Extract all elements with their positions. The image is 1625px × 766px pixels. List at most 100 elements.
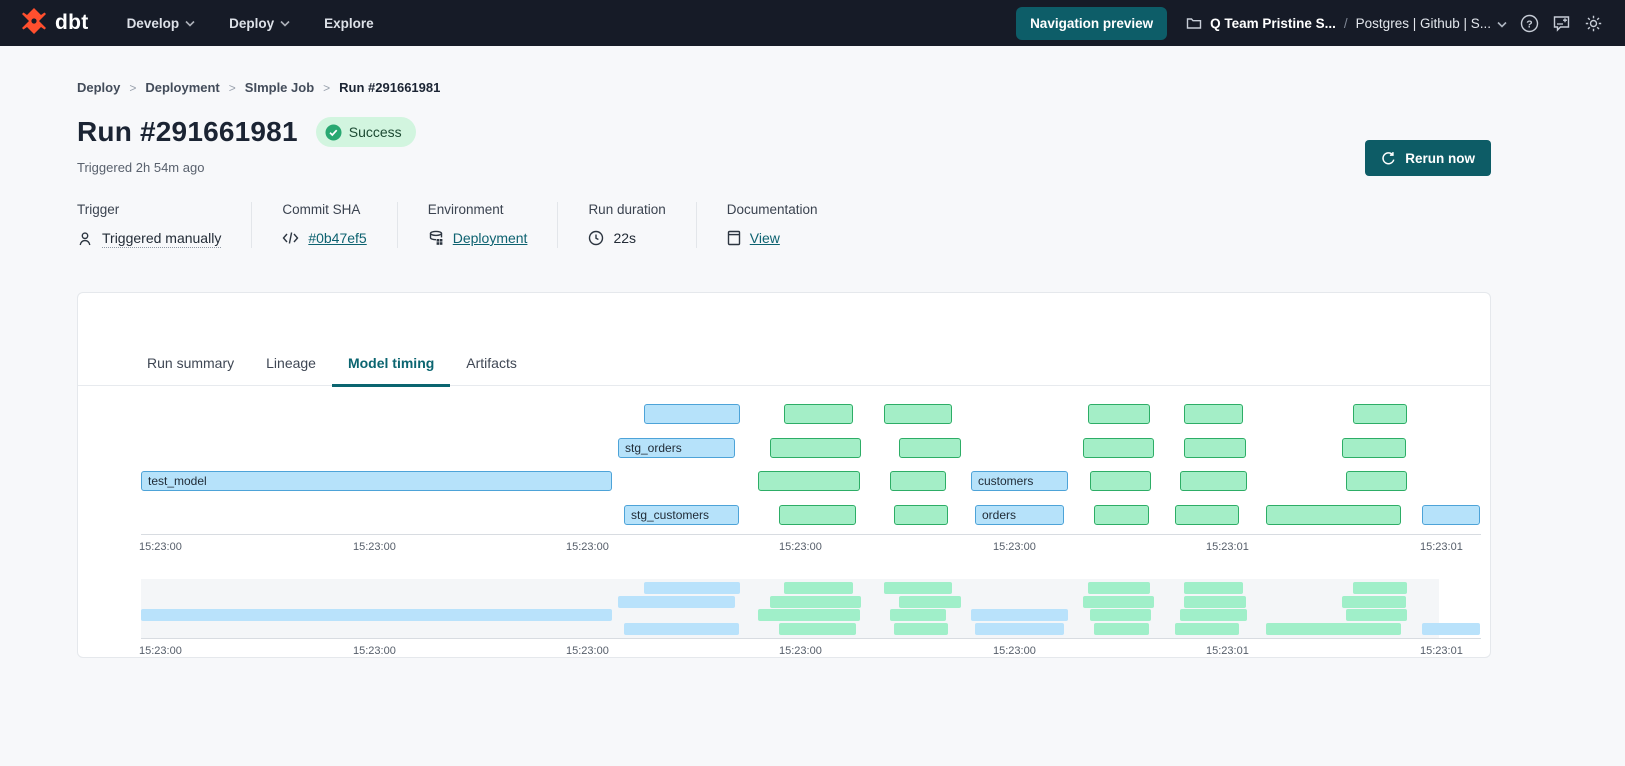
folder-icon: [1186, 15, 1202, 31]
meta-label-trigger: Trigger: [77, 202, 120, 217]
person-icon: [77, 231, 93, 247]
x-axis-tick-label: 15:23:00: [779, 541, 822, 553]
meta-value-text[interactable]: #0b47ef5: [308, 230, 367, 246]
meta-col-run-duration: Run duration 22s: [557, 202, 695, 248]
code-icon: [282, 231, 299, 245]
gantt-bar[interactable]: [758, 471, 860, 491]
gantt-bar[interactable]: [1422, 504, 1480, 525]
x-axis-tick-label: 15:23:00: [993, 541, 1036, 553]
tab-bar: Run summary Lineage Model timing Artifacts: [78, 293, 1490, 387]
overview-bar: [141, 609, 612, 621]
chevron-down-icon: [280, 20, 290, 27]
meta-value-text[interactable]: View: [749, 230, 780, 246]
overview-tick-label: 15:23:00: [993, 645, 1036, 657]
x-axis-tick-label: 15:23:01: [1420, 541, 1463, 553]
help-icon[interactable]: ?: [1520, 14, 1539, 33]
meta-label-environment: Environment: [427, 202, 504, 217]
top-navbar: dbt Develop Deploy Explore Navigation prev…: [0, 0, 1625, 46]
overview-bar: [1184, 595, 1246, 608]
overview-bar: [618, 595, 735, 608]
account-selector[interactable]: Q Team Pristine S...: [1210, 15, 1336, 31]
refresh-icon: [1381, 151, 1396, 166]
gantt-bar[interactable]: [1180, 471, 1247, 491]
gantt-bar-customers[interactable]: customers: [971, 471, 1068, 491]
meta-value-run-duration: 22s: [588, 230, 665, 246]
overview-tick-label: 15:23:01: [1420, 645, 1463, 657]
breadcrumb-separator: >: [228, 80, 236, 95]
database-icon: [428, 230, 444, 246]
gantt-bar-test-model[interactable]: test_model: [141, 471, 612, 491]
gantt-bar[interactable]: [1346, 471, 1407, 491]
overview-tick-label: 15:23:01: [1206, 645, 1249, 657]
document-icon: [727, 230, 741, 246]
gantt-bar[interactable]: [1090, 471, 1151, 491]
gantt-bar[interactable]: [890, 471, 946, 491]
gantt-bar[interactable]: [779, 504, 856, 525]
breadcrumb-item-deploy[interactable]: Deploy: [77, 80, 121, 95]
dbt-logo[interactable]: dbt: [20, 7, 89, 40]
gantt-bar[interactable]: [1094, 504, 1149, 525]
breadcrumb-item-deployment[interactable]: Deployment: [145, 80, 220, 95]
overview-tick-label: 15:23:00: [779, 645, 822, 657]
nav-menu-develop[interactable]: Develop: [127, 16, 196, 31]
gantt-bar[interactable]: [1175, 504, 1239, 525]
overview-bar: [1175, 622, 1239, 635]
gantt-bar[interactable]: [1083, 437, 1154, 458]
gantt-bar[interactable]: [1184, 404, 1243, 424]
gantt-bar[interactable]: [1342, 437, 1406, 458]
tab-model-timing[interactable]: Model timing: [331, 343, 451, 387]
meta-value-text[interactable]: Deployment: [452, 230, 528, 246]
nav-menu-explore[interactable]: Explore: [324, 16, 374, 31]
overview-bar: [1180, 609, 1247, 621]
meta-value-text: 22s: [613, 230, 637, 246]
gantt-bar[interactable]: [884, 404, 952, 424]
gantt-bar[interactable]: [899, 437, 961, 458]
gantt-bar[interactable]: [1184, 437, 1246, 458]
breadcrumb-current: Run #291661981: [339, 80, 441, 95]
feedback-icon[interactable]: [1552, 14, 1571, 33]
breadcrumb: Deploy > Deployment > SImple Job > Run #291661…: [77, 80, 1625, 95]
nav-menu-deploy[interactable]: Deploy: [229, 16, 290, 31]
gantt-bar[interactable]: [1353, 404, 1407, 424]
overview-bar: [1353, 582, 1407, 594]
gantt-bar[interactable]: [1088, 404, 1150, 424]
rerun-now-button[interactable]: Rerun now: [1365, 140, 1491, 176]
tab-run-summary[interactable]: Run summary: [147, 355, 235, 371]
chevron-down-icon: [185, 20, 195, 27]
gantt-bar[interactable]: [770, 437, 861, 458]
x-axis-tick-label: 15:23:01: [1206, 541, 1249, 553]
gantt-bar[interactable]: [784, 404, 853, 424]
overview-bar: [624, 622, 739, 635]
navigation-preview-button[interactable]: Navigation preview: [1016, 6, 1168, 40]
tab-lineage[interactable]: Lineage: [266, 355, 316, 371]
page-content: Deploy > Deployment > SImple Job > Run #291661…: [0, 46, 1625, 248]
gantt-bar[interactable]: [894, 504, 948, 525]
gantt-bar-stg-orders[interactable]: stg_orders: [618, 437, 735, 458]
gear-icon[interactable]: [1584, 14, 1603, 33]
meta-col-trigger: Trigger Triggered manually: [77, 202, 251, 248]
overview-bar: [975, 622, 1064, 635]
gantt-bar-orders[interactable]: orders: [975, 504, 1064, 525]
meta-value-text: Triggered manually: [102, 230, 222, 248]
overview-bar: [784, 582, 853, 594]
gantt-bar-stg-customers[interactable]: stg_customers: [624, 504, 739, 525]
meta-label-documentation: Documentation: [726, 202, 818, 217]
meta-value-commit-sha: #0b47ef5: [282, 230, 367, 246]
meta-label-run-duration: Run duration: [588, 202, 666, 217]
tab-artifacts[interactable]: Artifacts: [466, 355, 517, 371]
gantt-bar[interactable]: [644, 404, 740, 424]
overview-bar: [1346, 609, 1407, 621]
overview-bar: [1083, 595, 1154, 608]
gantt-bar[interactable]: [1266, 504, 1401, 525]
overview-bar: [779, 622, 856, 635]
overview-bar: [1184, 582, 1243, 594]
overview-bar: [758, 609, 860, 621]
dbt-logo-icon: [20, 7, 48, 40]
overview-bar: [899, 595, 961, 608]
run-detail-card: Run summary Lineage Model timing Artifacts …: [77, 292, 1491, 658]
status-badge-label: Success: [348, 124, 402, 140]
project-selector[interactable]: Postgres | Github | S...: [1356, 16, 1507, 31]
overview-axis-line: [141, 638, 1481, 639]
breadcrumb-item-simple-job[interactable]: SImple Job: [244, 80, 315, 95]
breadcrumb-separator: >: [129, 80, 137, 95]
